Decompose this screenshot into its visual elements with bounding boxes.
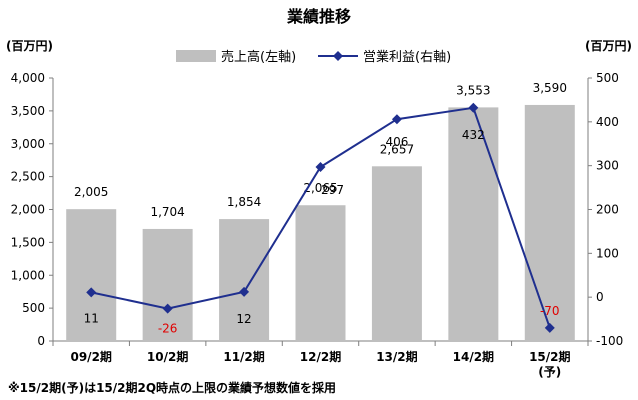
category-label: 14/2期 (453, 349, 494, 364)
sales-value-label: 2,065 (303, 181, 337, 195)
profit-value-label: 11 (84, 311, 99, 325)
right-tick-label: -100 (596, 334, 623, 348)
sales-bar (295, 205, 346, 341)
profit-point-marker (315, 161, 326, 172)
category-label: 10/2期 (147, 349, 188, 364)
left-tick-label: 500 (22, 301, 45, 315)
profit-value-label: -70 (540, 304, 560, 318)
left-tick-label: 1,000 (11, 268, 45, 282)
footnote: ※15/2期(予)は15/2期2Q時点の上限の業績予想数値を採用 (8, 380, 336, 395)
sales-value-label: 1,704 (150, 205, 184, 219)
legend-profit-label: 営業利益(右軸) (363, 49, 451, 65)
left-tick-label: 1,500 (11, 235, 45, 249)
right-tick-label: 100 (596, 246, 619, 260)
right-tick-label: 500 (596, 71, 619, 85)
profit-point-marker (162, 303, 173, 314)
sales-value-label: 1,854 (227, 195, 261, 209)
sales-value-label: 2,005 (74, 185, 108, 199)
left-tick-label: 3,000 (11, 137, 45, 151)
right-axis-unit: (百万円) (585, 39, 632, 53)
left-tick-label: 3,500 (11, 104, 45, 118)
profit-value-label: 406 (385, 135, 408, 149)
sales-bar (142, 228, 193, 341)
right-tick-label: 400 (596, 115, 619, 129)
sales-value-label: 3,553 (456, 83, 490, 97)
profit-value-label: 297 (321, 183, 344, 197)
profit-value-label: 432 (462, 128, 485, 142)
sales-bar (371, 166, 422, 341)
left-axis-unit: (百万円) (6, 39, 53, 53)
category-label: 13/2期 (376, 349, 417, 364)
sales-value-label: 2,657 (380, 142, 414, 156)
sales-bar (448, 107, 499, 341)
category-label: 15/2期 (529, 349, 570, 364)
sales-value-label: 3,590 (533, 81, 567, 95)
category-label: 11/2期 (223, 349, 264, 364)
profit-value-label: -26 (158, 322, 178, 336)
left-tick-label: 4,000 (11, 71, 45, 85)
left-tick-label: 2,500 (11, 170, 45, 184)
category-note: (予) (538, 365, 561, 379)
legend-diamond-marker (333, 51, 343, 61)
right-tick-label: 200 (596, 203, 619, 217)
category-label: 09/2期 (70, 349, 111, 364)
legend-sales-label: 売上高(左軸) (221, 49, 296, 65)
sales-bar (66, 209, 117, 341)
right-tick-label: 300 (596, 159, 619, 173)
sales-bar (524, 104, 575, 342)
profit-value-label: 12 (236, 312, 251, 326)
category-label: 12/2期 (300, 349, 341, 364)
sales-bar (219, 219, 270, 341)
left-tick-label: 2,000 (11, 203, 45, 217)
profit-point-marker (468, 102, 479, 113)
profit-point-marker (391, 114, 402, 125)
left-tick-label: 0 (37, 334, 45, 348)
plot-area: 0 500 1,000 1,500 2,000 2,500 3,000 3,500 4,000 -… (11, 71, 624, 379)
profit-point-marker (239, 286, 250, 297)
chart-title: 業績推移 (286, 7, 351, 26)
profit-point-marker (544, 322, 555, 333)
right-tick-label: 0 (596, 290, 604, 304)
legend-bar-swatch (176, 50, 216, 62)
legend: 売上高(左軸) 営業利益(右軸) (176, 49, 451, 65)
profit-point-marker (86, 287, 97, 298)
